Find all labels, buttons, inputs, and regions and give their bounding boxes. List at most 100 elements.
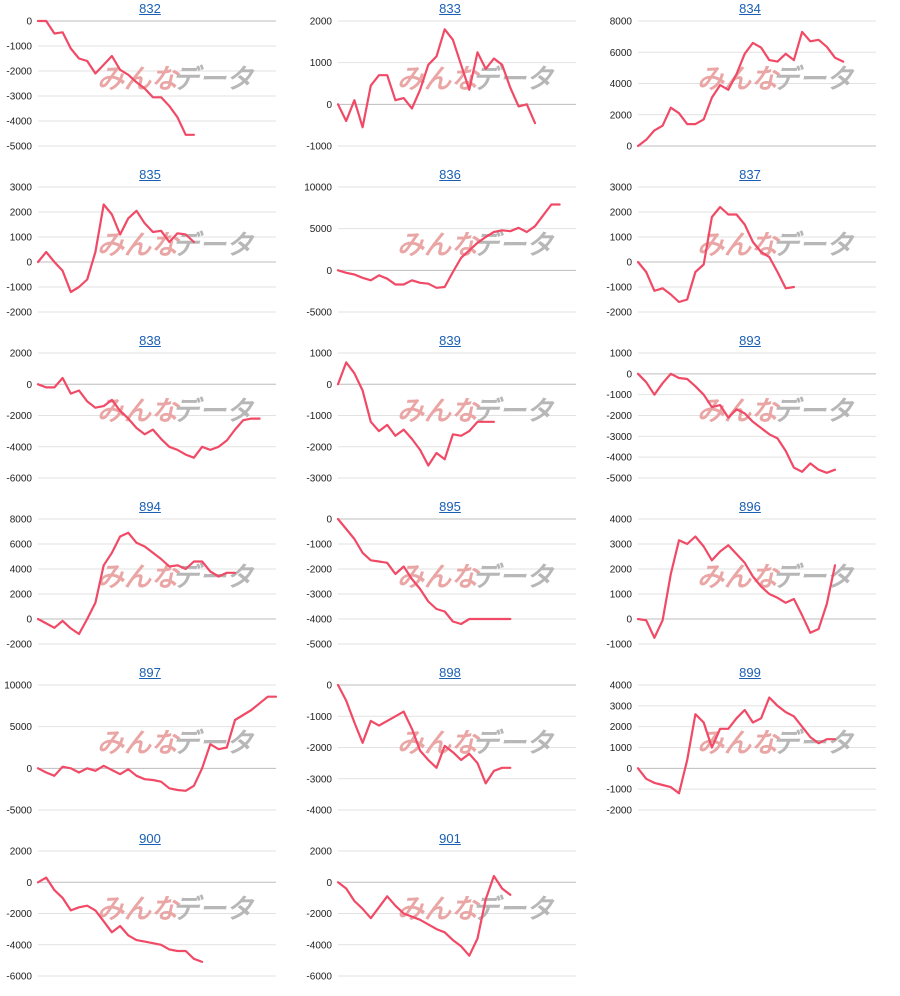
chart-title-link-832[interactable]: 832: [139, 1, 161, 16]
series-line: [36, 695, 278, 792]
y-tick-label: 3000: [610, 701, 633, 712]
y-tick-label: 3000: [10, 183, 33, 194]
watermark-part-2: データ: [472, 562, 555, 593]
y-tick-label: 1000: [610, 743, 633, 754]
chart-title-link-893[interactable]: 893: [739, 333, 761, 348]
y-tick-label: 0: [26, 258, 32, 269]
y-tick-label: 3000: [610, 540, 633, 551]
y-tick-label: -2000: [606, 806, 632, 817]
y-tick-label: 2000: [610, 208, 633, 219]
y-tick-label: 0: [626, 258, 632, 269]
y-tick-label: 2000: [10, 208, 33, 219]
y-tick-label: -1000: [306, 712, 332, 723]
y-tick-label: -5000: [6, 142, 32, 153]
series-line: [336, 203, 561, 289]
y-tick-label: -1000: [306, 142, 332, 153]
series-line: [636, 30, 845, 148]
chart-title-link-895[interactable]: 895: [439, 499, 461, 514]
y-tick-label: 6000: [10, 540, 33, 551]
chart-panel-897: 897 10000 5000 0 -5000 みんな データ: [0, 664, 300, 830]
watermark-part-2: データ: [172, 64, 255, 95]
y-tick-label: 5000: [310, 224, 333, 235]
chart-panel-898: 898 0 -1000 -2000 -3000 -4000 みんな データ: [300, 664, 600, 830]
watermark-part-2: データ: [772, 230, 855, 261]
y-tick-label: 2000: [10, 349, 33, 360]
y-tick-label: 3000: [610, 183, 633, 194]
y-tick-label: -6000: [6, 972, 32, 983]
series-line: [336, 28, 537, 129]
y-tick-label: -4000: [606, 453, 632, 464]
y-tick-label: -2000: [306, 442, 332, 453]
chart-title-link-896[interactable]: 896: [739, 499, 761, 514]
y-tick-label: -1000: [6, 42, 32, 53]
y-tick-label: 5000: [10, 722, 33, 733]
y-tick-label: -4000: [306, 940, 332, 951]
y-tick-label: 2000: [610, 565, 633, 576]
y-tick-label: -5000: [306, 308, 332, 319]
y-tick-label: -6000: [6, 474, 32, 485]
y-tick-label: -1000: [306, 540, 332, 551]
chart-title-link-894[interactable]: 894: [139, 499, 161, 514]
series-line: [636, 696, 837, 795]
y-tick-label: -2000: [606, 308, 632, 319]
y-tick-label: 0: [626, 142, 632, 153]
chart-title-link-834[interactable]: 834: [739, 1, 761, 16]
y-tick-label: 0: [326, 515, 332, 526]
watermark-part-2: データ: [472, 728, 555, 759]
chart-title-link-901[interactable]: 901: [439, 831, 461, 846]
watermark-part-2: データ: [772, 562, 855, 593]
watermark-part-1: みんな: [397, 230, 481, 261]
y-tick-label: 2000: [310, 17, 333, 28]
watermark-part-1: みんな: [397, 728, 481, 759]
y-tick-label: -1000: [6, 283, 32, 294]
chart-title-link-836[interactable]: 836: [439, 167, 461, 182]
chart-title-link-835[interactable]: 835: [139, 167, 161, 182]
y-tick-label: -3000: [606, 432, 632, 443]
chart-title-link-898[interactable]: 898: [439, 665, 461, 680]
chart-title-link-899[interactable]: 899: [739, 665, 761, 680]
chart-title-link-838[interactable]: 838: [139, 333, 161, 348]
y-tick-label: 1000: [10, 233, 33, 244]
y-tick-label: -4000: [306, 615, 332, 626]
chart-panel-833: 833 2000 1000 0 -1000 みんな データ: [300, 0, 600, 166]
chart-panel-839: 839 1000 0 -1000 -2000 -3000 みんな データ: [300, 332, 600, 498]
series-line: [636, 205, 795, 304]
watermark-part-1: みんな: [397, 894, 481, 925]
y-tick-label: 10000: [304, 183, 332, 194]
y-tick-label: -5000: [6, 806, 32, 817]
chart-title-link-839[interactable]: 839: [439, 333, 461, 348]
watermark-part-1: みんな: [697, 562, 781, 593]
watermark-part-2: データ: [172, 728, 255, 759]
chart-panel-896: 896 4000 3000 2000 1000 0 -1000 みんな データ: [600, 498, 900, 664]
y-tick-label: 2000: [610, 722, 633, 733]
y-tick-label: 4000: [10, 565, 33, 576]
y-tick-label: 8000: [10, 515, 33, 526]
chart-title-link-837[interactable]: 837: [739, 167, 761, 182]
y-tick-label: -1000: [606, 390, 632, 401]
watermark-part-1: みんな: [397, 562, 481, 593]
chart-title-link-833[interactable]: 833: [439, 1, 461, 16]
y-tick-label: 0: [26, 764, 32, 775]
watermark-part-2: データ: [472, 230, 555, 261]
chart-title-link-900[interactable]: 900: [139, 831, 161, 846]
chart-panel-895: 895 0 -1000 -2000 -3000 -4000 -5000 みんな データ: [300, 498, 600, 664]
chart-title-link-897[interactable]: 897: [139, 665, 161, 680]
chart-panel-832: 832 0 -1000 -2000 -3000 -4000 -5000 みんな データ: [0, 0, 300, 166]
